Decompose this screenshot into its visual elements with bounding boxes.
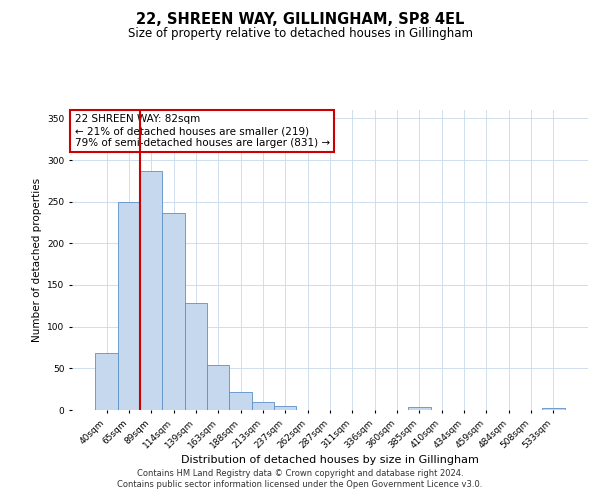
Bar bbox=[252, 402, 274, 410]
Bar bbox=[118, 202, 140, 410]
Text: 22, SHREEN WAY, GILLINGHAM, SP8 4EL: 22, SHREEN WAY, GILLINGHAM, SP8 4EL bbox=[136, 12, 464, 28]
Text: Contains public sector information licensed under the Open Government Licence v3: Contains public sector information licen… bbox=[118, 480, 482, 489]
Bar bbox=[140, 171, 163, 410]
Bar bbox=[408, 406, 431, 410]
Bar bbox=[185, 304, 207, 410]
Bar bbox=[95, 354, 118, 410]
X-axis label: Distribution of detached houses by size in Gillingham: Distribution of detached houses by size … bbox=[181, 456, 479, 466]
Bar bbox=[163, 214, 185, 410]
Bar bbox=[207, 365, 229, 410]
Text: Size of property relative to detached houses in Gillingham: Size of property relative to detached ho… bbox=[128, 28, 473, 40]
Bar bbox=[229, 392, 252, 410]
Y-axis label: Number of detached properties: Number of detached properties bbox=[32, 178, 41, 342]
Text: 22 SHREEN WAY: 82sqm
← 21% of detached houses are smaller (219)
79% of semi-deta: 22 SHREEN WAY: 82sqm ← 21% of detached h… bbox=[74, 114, 330, 148]
Bar bbox=[542, 408, 565, 410]
Bar bbox=[274, 406, 296, 410]
Text: Contains HM Land Registry data © Crown copyright and database right 2024.: Contains HM Land Registry data © Crown c… bbox=[137, 468, 463, 477]
